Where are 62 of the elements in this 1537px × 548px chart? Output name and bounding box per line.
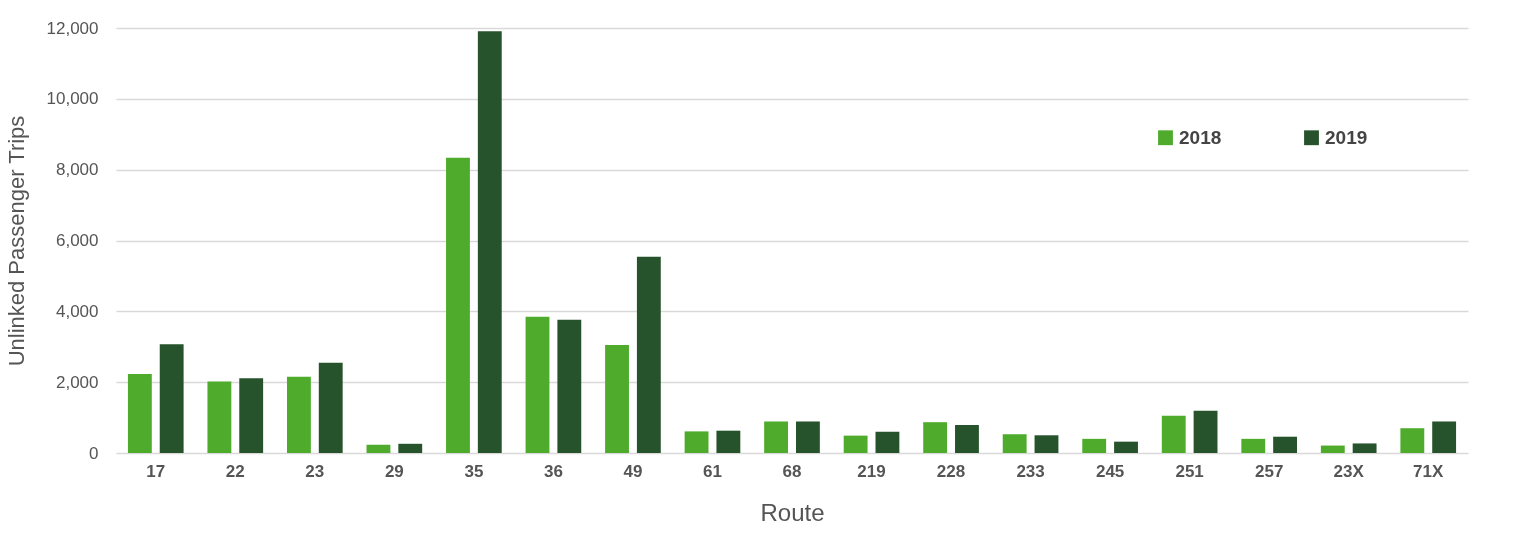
bar: [1432, 421, 1457, 453]
x-tick-label: 36: [543, 461, 563, 481]
x-tick-label: 23X: [1333, 461, 1365, 481]
bar: [1034, 435, 1059, 453]
bar: [684, 431, 709, 453]
bar: [446, 157, 470, 453]
y-tick-label: 4,000: [55, 301, 99, 321]
bar: [127, 374, 152, 453]
bar: [1241, 438, 1266, 453]
bar: [1352, 443, 1377, 453]
x-tick-label: 29: [384, 461, 404, 481]
bar: [398, 443, 423, 453]
bar: [843, 435, 868, 453]
x-tick-label: 49: [623, 461, 643, 481]
legend-label: 2018: [1179, 126, 1222, 148]
bar: [1193, 410, 1218, 453]
bar: [286, 376, 311, 453]
x-axis-title: Route: [760, 498, 825, 526]
x-tick-label: 61: [703, 461, 722, 481]
x-tick-label: 22: [225, 461, 245, 481]
bar: [1161, 415, 1186, 453]
x-tick-label: 35: [464, 461, 484, 481]
bar: [477, 31, 502, 453]
y-tick-label: 6,000: [55, 231, 99, 250]
x-tick-label: 233: [1016, 461, 1045, 481]
x-tick-label: 251: [1175, 461, 1204, 481]
bar: [159, 344, 184, 453]
bar: [636, 256, 661, 453]
y-axis-title: Unlinked Passenger Trips: [3, 115, 29, 367]
y-tick-label: 0: [89, 443, 99, 463]
x-tick-label: 257: [1254, 461, 1284, 481]
x-tick-label: 23: [305, 461, 325, 481]
bar: [207, 381, 232, 453]
y-tick-label: 8,000: [55, 160, 99, 180]
bar: [366, 444, 391, 453]
x-tick-label: 68: [782, 461, 802, 481]
legend-label: 2019: [1325, 126, 1368, 148]
x-tick-label: 71X: [1413, 461, 1445, 481]
bar: [955, 425, 979, 453]
bar: [1320, 445, 1345, 453]
bar: [764, 421, 789, 453]
bar: [923, 422, 948, 453]
bar: [795, 421, 820, 453]
bar: [1082, 438, 1107, 453]
bar: [239, 378, 264, 453]
bar: [1400, 428, 1425, 453]
bar: [716, 430, 741, 453]
x-tick-label: 245: [1095, 461, 1125, 481]
bar: [557, 319, 582, 453]
x-tick-label: 219: [857, 461, 886, 481]
bar: [875, 431, 900, 453]
bar: [1273, 436, 1298, 453]
x-tick-label: 17: [146, 461, 166, 481]
bar: [318, 362, 343, 453]
bar: [1002, 434, 1027, 453]
bar: [525, 316, 550, 453]
bar: [605, 344, 629, 453]
y-tick-label: 12,000: [46, 18, 99, 38]
y-tick-label: 2,000: [55, 372, 99, 392]
x-tick-label: 228: [936, 461, 966, 481]
y-tick-label: 10,000: [46, 89, 99, 109]
bar: [1114, 441, 1138, 453]
